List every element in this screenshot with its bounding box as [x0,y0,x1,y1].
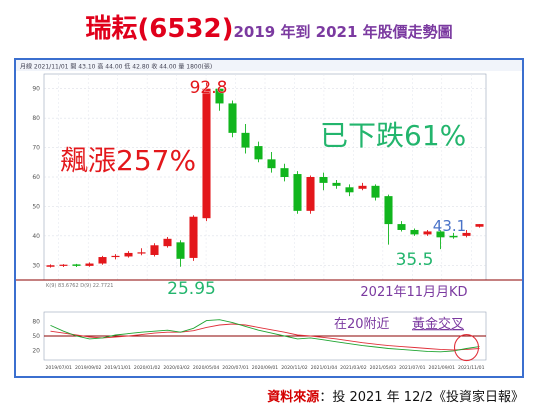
x-tick-label: 2020/05/04 [193,365,220,371]
peak-label: 92.8 [190,78,228,98]
y-tick-label: 40 [32,233,40,240]
candle-body [124,252,133,257]
candle-body [111,255,120,258]
candle-body [475,224,484,227]
x-tick-label: 2020/09/01 [252,365,279,371]
candle-body [150,245,159,255]
y-tick-label: 60 [32,174,40,181]
price-chart: 月線 2021/11/01 開 43.10 高 44.00 低 42.80 收 … [16,60,522,371]
y-tick-label: 80 [32,115,40,122]
candle-body [332,182,341,186]
source-label: 資料來源 [267,390,320,405]
rise-label: 飆漲257% [60,144,196,177]
source-note: 資料來源：投 2021 年 12/2《投資家日報》 [267,386,524,405]
source-text: ：投 2021 年 12/2《投資家日報》 [319,390,524,405]
golden-cross-circle [453,333,480,362]
x-tick-label: 2019/11/01 [104,365,131,371]
candle-body [228,103,237,133]
y-tick-label: 30 [32,262,40,269]
kd-d-line [50,323,480,351]
chart-frame: 月線 2021/11/01 開 43.10 高 44.00 低 42.80 收 … [14,58,524,378]
candle-body [85,263,94,266]
kd-note-line2-a: 在20附近 [334,317,390,332]
y-tick-label: 90 [32,86,40,93]
x-tick-label: 2021/09/01 [429,365,456,371]
candle-body [384,196,393,225]
stock-name: 瑞耘(6532) [85,14,234,44]
toolbar-text: 月線 2021/11/01 開 43.10 高 44.00 低 42.80 收 … [20,63,212,71]
candle-body [137,252,146,254]
candle-body [267,159,276,169]
y-tick-label: 70 [32,145,40,152]
candle-body [293,174,302,211]
candle-body [345,187,354,193]
candle-body [202,88,211,219]
low-2021-label: 35.5 [396,250,434,270]
candle-body [46,265,55,267]
chart-title: 瑞耘(6532)2019 年到 2021 年股價走勢圖 [0,8,538,45]
x-tick-label: 2021/05/03 [370,365,397,371]
kd-note-line1: 2021年11月月KD [360,285,467,300]
x-tick-label: 2020/07/01 [222,365,249,371]
fall-label: 已下跌61% [320,119,466,152]
candle-body [371,185,380,198]
candle-body [280,168,289,177]
candle-body [462,232,471,236]
x-tick-label: 2021/07/01 [399,365,426,371]
candle-body [423,231,432,235]
candle-body [254,146,263,160]
candle-body [410,229,419,235]
kd-tick-label: 20 [32,347,40,354]
candle-body [319,177,328,183]
kd-k-line [50,319,480,353]
candle-body [98,257,107,264]
kd-tick-label: 50 [32,333,40,340]
candle-body [215,88,224,104]
kd-note-line2-b: 黃金交叉 [412,316,464,332]
candle-body [176,242,185,259]
kd-tick-label: 80 [32,319,40,326]
low-2020-label: 25.95 [167,279,216,299]
candle-body [306,177,315,211]
candle-body [449,235,458,238]
kd-info-text: K(9) 83.6762 D(9) 22.7721 [46,283,113,289]
candle-body [436,231,445,238]
candle-body [163,238,172,247]
candle-body [397,224,406,230]
last-price-label: 43.1 [433,217,466,235]
candle-body [358,185,367,189]
toolbar-bar [16,60,522,71]
y-tick-label: 50 [32,203,40,210]
candle-body [189,216,198,258]
x-tick-label: 2021/01/04 [311,365,338,371]
x-tick-label: 2020/11/02 [281,365,308,371]
x-tick-label: 2019/07/01 [45,365,72,371]
x-tick-label: 2021/03/02 [340,365,367,371]
x-tick-label: 2020/03/02 [163,365,190,371]
candle-body [241,132,250,148]
chart-subtitle: 2019 年到 2021 年股價走勢圖 [233,23,453,41]
x-tick-label: 2021/11/01 [458,365,485,371]
x-tick-label: 2020/01/02 [134,365,161,371]
candle-body [59,264,68,266]
candle-body [72,264,81,266]
x-tick-label: 2019/09/02 [75,365,102,371]
